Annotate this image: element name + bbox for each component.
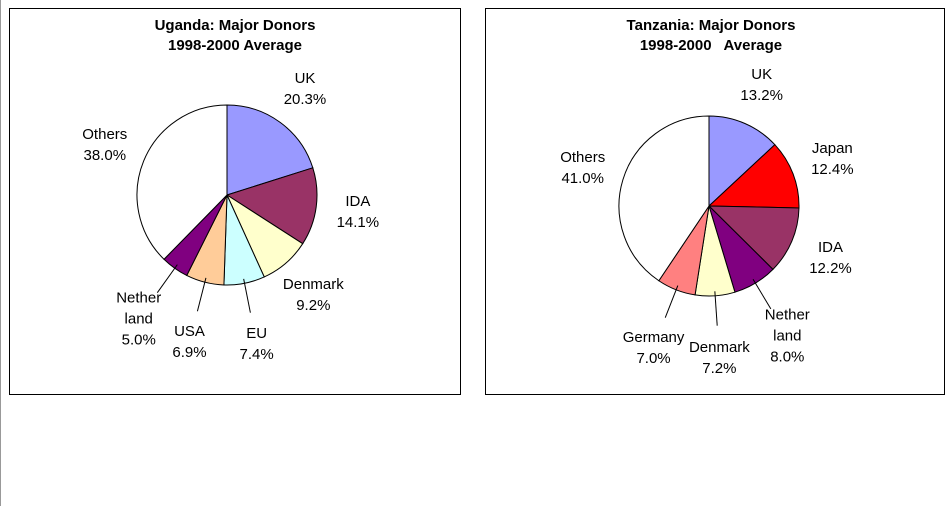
slice-label: Nether land 5.0% xyxy=(89,287,189,350)
value-label: 7.4% xyxy=(239,346,274,364)
slice-label: Others 41.0% xyxy=(533,147,633,189)
value-label: 12.4% xyxy=(811,161,854,178)
leader-line xyxy=(243,278,251,313)
chart-title: Uganda: Major Donors 1998-2000 Average xyxy=(154,17,316,54)
category-label: IDA xyxy=(817,238,843,256)
slice-label: IDA 12.2% xyxy=(781,237,881,279)
value-label: 5.0% xyxy=(121,331,156,349)
value-label: 38.0% xyxy=(83,147,127,165)
slice-label: UK 20.3% xyxy=(255,68,355,110)
value-label: 12.2% xyxy=(809,259,852,277)
category-label: Others xyxy=(82,126,128,144)
category-label: EU xyxy=(246,325,268,343)
chart-panel xyxy=(9,8,461,395)
pie-slice xyxy=(708,115,776,208)
value-label: 20.3% xyxy=(283,90,327,108)
slice-label: Germany 7.0% xyxy=(604,327,704,369)
value-label: 6.9% xyxy=(172,344,207,362)
value-label: 7.2% xyxy=(702,359,737,377)
category-label: Others xyxy=(560,148,606,166)
pie-slice xyxy=(707,205,800,271)
value-label: 13.2% xyxy=(740,86,783,104)
value-label: 9.2% xyxy=(296,296,331,314)
slice-label: UK 13.2% xyxy=(712,64,812,106)
slice-label: USA 6.9% xyxy=(140,321,240,363)
slice-label: EU 7.4% xyxy=(207,323,307,365)
slice-label: Japan 12.4% xyxy=(782,138,882,180)
pie-slice xyxy=(226,104,314,196)
category-label: Nether land xyxy=(764,306,810,345)
slice-label: IDA 14.1% xyxy=(308,191,408,233)
pie-slice xyxy=(225,167,318,245)
category-label: Japan xyxy=(811,140,853,157)
leader-line xyxy=(196,277,207,312)
value-label: 14.1% xyxy=(336,214,380,232)
pie-slice xyxy=(618,115,710,282)
category-label: Denmark xyxy=(282,275,344,293)
slice-label: Nether land 8.0% xyxy=(737,305,837,368)
slice-label: Others 38.0% xyxy=(55,124,155,166)
slice-label: Denmark 7.2% xyxy=(669,337,769,379)
category-label: UK xyxy=(294,69,316,87)
value-label: 8.0% xyxy=(770,348,805,366)
leader-line xyxy=(156,264,178,293)
category-label: IDA xyxy=(345,193,371,211)
value-label: 41.0% xyxy=(561,169,604,187)
leader-line xyxy=(714,291,718,326)
pie-slice xyxy=(136,104,228,260)
category-label: Denmark xyxy=(688,338,750,356)
leader-line xyxy=(664,285,679,318)
leader-line xyxy=(752,279,772,310)
chart-panel xyxy=(485,8,945,395)
category-label: Nether land xyxy=(116,289,162,328)
category-label: UK xyxy=(751,65,773,83)
slice-label: Denmark 9.2% xyxy=(263,274,363,316)
pie-slice xyxy=(707,143,800,209)
value-label: 7.0% xyxy=(636,349,671,367)
category-label: USA xyxy=(174,323,205,341)
chart-title: Tanzania: Major Donors 1998-2000 Average xyxy=(626,17,796,54)
category-label: Germany xyxy=(622,328,685,346)
